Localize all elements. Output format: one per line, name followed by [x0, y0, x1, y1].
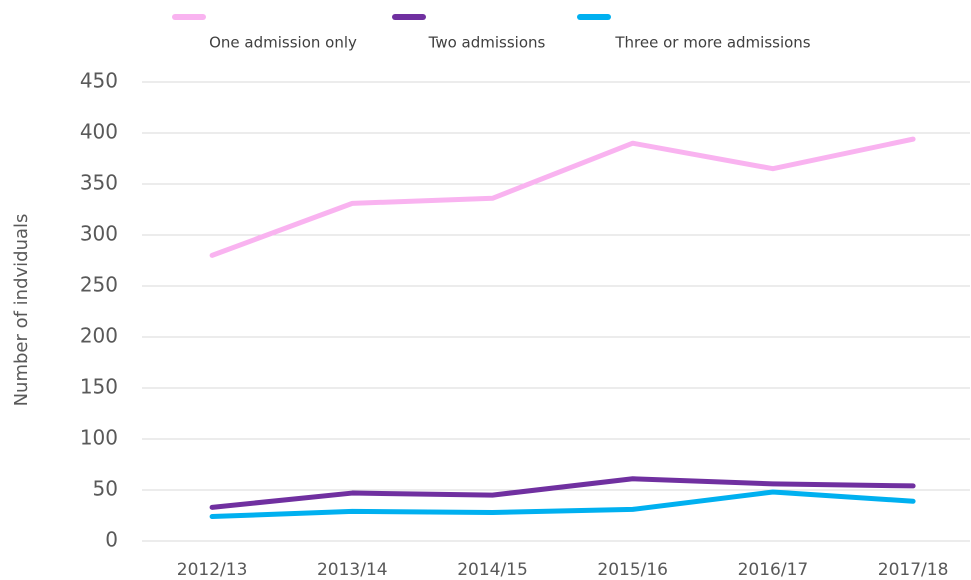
x-tick-label: 2013/14 — [317, 560, 388, 580]
series-line — [209, 136, 916, 258]
legend-label: Three or more admissions — [614, 34, 810, 52]
y-tick-label: 300 — [80, 222, 118, 246]
x-tick-label: 2015/16 — [597, 560, 668, 580]
y-tick-label: 250 — [80, 273, 118, 297]
x-tick-label: 2017/18 — [878, 560, 949, 580]
x-tick-label: 2016/17 — [738, 560, 809, 580]
legend-label: One admission only — [209, 34, 357, 52]
y-tick-label: 100 — [80, 426, 118, 450]
series-line — [209, 476, 916, 510]
y-tick-label: 0 — [105, 528, 118, 552]
x-tick-label: 2014/15 — [457, 560, 528, 580]
y-tick-label: 450 — [80, 69, 118, 93]
y-tick-label: 200 — [80, 324, 118, 348]
legend-label: Two admissions — [428, 34, 546, 52]
y-tick-label: 400 — [80, 120, 118, 144]
x-tick-label: 2012/13 — [177, 560, 248, 580]
series-line — [209, 489, 916, 520]
y-tick-label: 350 — [80, 171, 118, 195]
y-tick-label: 150 — [80, 375, 118, 399]
y-tick-label: 50 — [93, 477, 118, 501]
y-axis-label: Number of indviduals — [11, 214, 32, 407]
